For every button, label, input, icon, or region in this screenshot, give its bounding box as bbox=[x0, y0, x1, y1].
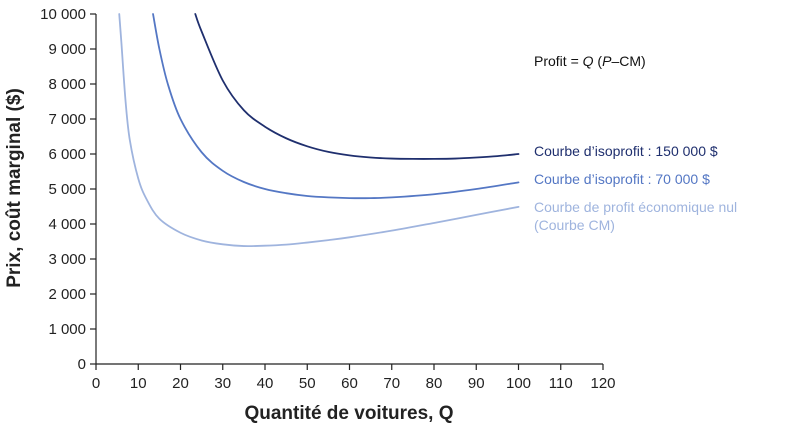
x-axis-title: Quantité de voitures, Q bbox=[244, 403, 453, 424]
x-tick-label: 10 bbox=[130, 375, 147, 392]
profit-formula-rest: –CM) bbox=[611, 53, 645, 69]
y-tick-label: 0 bbox=[78, 356, 86, 373]
x-tick-label: 60 bbox=[341, 375, 358, 392]
x-tick-label: 100 bbox=[506, 375, 531, 392]
isoprofit-70000-curve-label: Courbe d’isoprofit : 70 000 $ bbox=[534, 171, 710, 187]
profit-formula-q: Q bbox=[583, 53, 594, 69]
x-tick-label: 110 bbox=[549, 375, 573, 392]
x-tick-label: 70 bbox=[383, 375, 400, 392]
y-tick-label: 3 000 bbox=[48, 251, 86, 268]
x-tick-label: 90 bbox=[468, 375, 485, 392]
y-tick-label: 9 000 bbox=[48, 41, 86, 58]
profit-formula-open: ( bbox=[594, 53, 603, 69]
isoprofit-70000-curve bbox=[152, 13, 520, 200]
y-tick-label: 6 000 bbox=[48, 146, 86, 163]
y-tick-label: 7 000 bbox=[48, 111, 86, 128]
series-layer bbox=[118, 13, 520, 248]
y-tick-label: 10 000 bbox=[40, 6, 86, 23]
x-tick-label: 50 bbox=[299, 375, 316, 392]
zero-profit-curve-label-line: Courbe de profit économique nul bbox=[534, 199, 737, 215]
y-tick-label: 1 000 bbox=[48, 321, 86, 338]
profit-formula-prefix: Profit = bbox=[534, 53, 583, 69]
x-tick-label: 40 bbox=[257, 375, 274, 392]
x-tick-label: 30 bbox=[214, 375, 231, 392]
x-axis: 0 10 20 30 40 50 60 70 80 90 100 110 120 bbox=[92, 363, 616, 392]
isoprofit-150000-curve-label: Courbe d’isoprofit : 150 000 $ bbox=[534, 143, 718, 159]
y-axis-title: Prix, coût marginal ($) bbox=[4, 88, 25, 288]
y-tick-label: 4 000 bbox=[48, 216, 86, 233]
series-labels: Courbe de profit économique nul (Courbe C… bbox=[534, 143, 737, 233]
profit-formula-p: P bbox=[602, 53, 612, 69]
zero-profit-curve-label: Courbe de profit économique nul (Courbe C… bbox=[534, 199, 737, 233]
x-tick-label: 120 bbox=[590, 375, 615, 392]
x-tick-label: 0 bbox=[92, 375, 100, 392]
y-axis: 0 1 000 2 000 3 000 4 000 5 000 6 000 7 000 8 00… bbox=[40, 6, 97, 373]
x-tick-label: 80 bbox=[426, 375, 443, 392]
isoprofit-70000-curve-label-line: Courbe d’isoprofit : 70 000 $ bbox=[534, 171, 710, 187]
y-tick-label: 2 000 bbox=[48, 286, 86, 303]
zero-profit-curve-label-line: (Courbe CM) bbox=[534, 217, 615, 233]
isoprofit-150000-curve-label-line: Courbe d’isoprofit : 150 000 $ bbox=[534, 143, 718, 159]
zero-profit-curve bbox=[118, 13, 520, 248]
y-tick-label: 5 000 bbox=[48, 181, 86, 198]
x-tick-label: 20 bbox=[172, 375, 189, 392]
isoprofit-150000-curve bbox=[194, 13, 520, 160]
y-tick-label: 8 000 bbox=[48, 76, 86, 93]
profit-formula-annotation: Profit = Q (P–CM) bbox=[534, 53, 646, 69]
